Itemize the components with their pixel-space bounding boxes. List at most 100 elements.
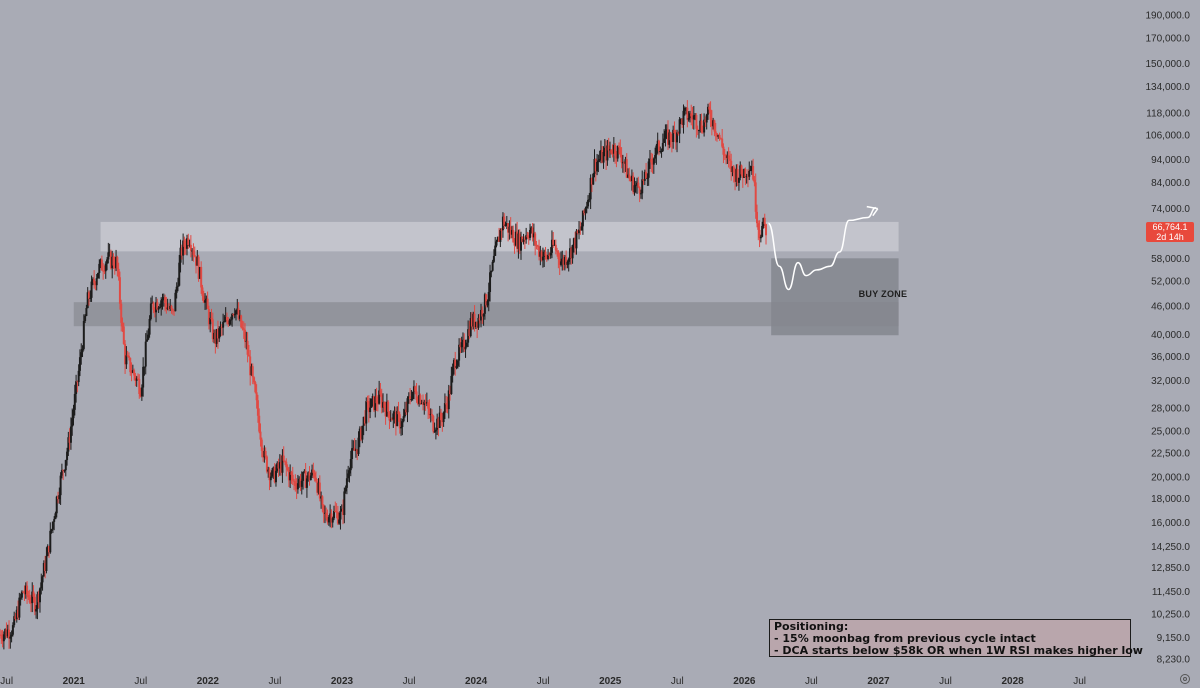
candle-body-526 [677,132,680,134]
candle-body-127 [162,297,165,299]
candle-body-68 [86,292,89,309]
candle-body-576 [741,174,744,178]
candle-body-347 [446,404,449,410]
candle-body-76 [97,272,100,279]
candle-body-25 [31,591,34,604]
candle-body-53 [67,437,70,452]
candle-body-49 [62,470,65,472]
candle-body-410 [527,237,530,239]
candle-body-573 [737,177,740,183]
candle-body-324 [416,399,419,404]
candle-body-218 [280,462,283,473]
candle-body-303 [389,419,392,421]
candle-body-115 [147,334,150,340]
settings-icon[interactable] [1180,674,1190,684]
candle-body-47 [59,475,62,496]
candle-body-571 [735,169,738,182]
x-tick-label: Jul [939,676,952,687]
candle-body-33 [41,576,44,583]
candle-body-458 [589,177,592,200]
candle-body-527 [678,119,681,134]
x-tick-label: Jul [537,676,550,687]
x-tick-label: Jul [269,676,282,687]
candle-body-29 [36,594,39,610]
candle-body-341 [438,412,441,428]
candle-body-394 [507,223,510,233]
candle-body-434 [558,259,561,265]
y-tick-label: 58,000.0 [1151,254,1190,265]
y-tick-label: 11,450.0 [1152,587,1191,598]
candle-body-386 [496,237,499,242]
candle-body-188 [241,327,244,329]
candle-body-119 [152,302,155,310]
candle-body-116 [148,318,151,335]
candle-body-114 [146,339,149,342]
candle-body-535 [688,113,691,119]
y-tick-label: 52,000.0 [1151,276,1190,287]
candle-body-391 [503,216,506,226]
candle-body-408 [525,235,528,240]
candle-body-509 [655,145,658,156]
candle-body-422 [543,251,546,257]
candle-body-122 [156,302,159,310]
candle-body-570 [734,172,737,182]
y-tick-label: 94,000.0 [1151,155,1190,166]
candle-body-224 [287,469,290,481]
candle-body-426 [548,254,551,256]
candle-body-461 [593,158,596,174]
candle-body-296 [380,394,383,408]
candle-body-564 [726,155,729,159]
candle-body-186 [238,315,241,319]
candle-body-384 [494,245,497,256]
candle-body-392 [504,224,507,226]
candle-body-494 [636,182,639,185]
y-tick-label: 9,150.0 [1157,633,1191,644]
candle-body-378 [486,301,489,306]
candle-body-271 [348,470,351,474]
candle-body-322 [414,386,417,392]
candle-body-317 [407,396,410,399]
candle-body-292 [375,396,378,404]
candle-body-23 [28,597,31,603]
candle-body-240 [308,472,311,481]
candle-body-478 [615,155,618,159]
candle-body-437 [562,258,565,265]
candle-body-279 [358,428,361,438]
candle-body-124 [158,307,161,309]
candle-body-62 [78,357,81,371]
candle-body-234 [300,480,303,487]
candle-body-187 [240,315,243,328]
candle-body-24 [29,602,32,604]
candle-body-460 [592,173,595,185]
candle-body-3 [2,634,5,642]
candle-body-129 [165,303,168,310]
candle-body-343 [441,420,444,423]
candle-body-266 [342,508,345,515]
candle-body-190 [244,329,247,342]
candle-body-284 [365,401,368,424]
x-tick-label: 2021 [63,676,86,687]
candle-body-181 [232,314,235,316]
y-tick-label: 22,500.0 [1151,448,1190,459]
candle-body-77 [98,263,101,273]
candle-body-338 [434,429,437,432]
candle-body-502 [646,177,649,179]
candle-body-298 [383,402,386,408]
candle-body-120 [153,309,156,313]
y-tick-label: 134,000.0 [1146,82,1191,93]
candle-body-28 [35,609,38,612]
candle-body-65 [82,320,85,349]
candle-body-92 [117,268,120,278]
candle-body-390 [501,216,504,231]
candle-body-504 [648,158,651,162]
candle-body-20 [24,585,27,595]
candle-body-238 [305,478,308,488]
candle-body-312 [401,421,404,428]
candle-body-192 [246,340,249,355]
candle-body-454 [584,208,587,214]
candle-body-52 [66,451,69,461]
candle-body-11 [13,616,16,626]
candle-body-534 [687,118,690,120]
